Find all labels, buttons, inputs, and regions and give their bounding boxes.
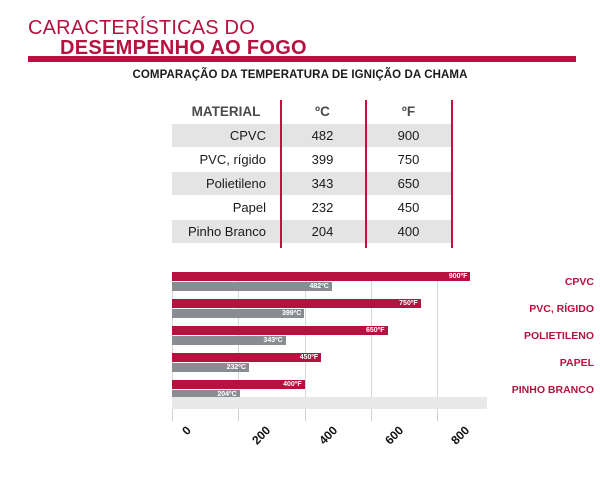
x-axis-tick-label: 800	[448, 423, 473, 448]
bar-fahrenheit: 900ºF	[172, 272, 471, 281]
bar-fahrenheit: 650ºF	[172, 326, 388, 335]
bar-celsius: 204ºC	[172, 390, 240, 399]
gridline	[370, 272, 372, 413]
cell-celsius: 399	[280, 147, 365, 172]
table-row: Papel 232 450	[172, 195, 452, 220]
cell-celsius: 343	[280, 171, 365, 196]
category-label: PAPEL	[559, 357, 594, 369]
bar-value-label: 232ºC	[226, 364, 246, 371]
header-title-line-1: CARACTERÍSTICAS DO	[28, 17, 255, 39]
bar-value-label: 482ºC	[309, 283, 329, 290]
table-row: Polietileno 343 650	[172, 171, 452, 196]
bar-fahrenheit: 400ºF	[172, 380, 305, 389]
bar-value-label: 399ºC	[282, 310, 302, 317]
ignition-temperature-bar-chart: 900ºF 482ºC 750ºF 399ºC 650ºF 343ºC 450ºF 232ºC…	[0, 262, 600, 494]
bar-group: 650ºF 343ºC	[172, 326, 487, 345]
bar-fahrenheit: 450ºF	[172, 353, 322, 362]
bar-celsius: 343ºC	[172, 336, 286, 345]
x-axis-tick	[437, 413, 439, 421]
section-title: COMPARAÇÃO DA TEMPERATURA DE IGNIÇÃO DA …	[132, 69, 468, 81]
table-row: PVC, rígido 399 750	[172, 147, 452, 172]
x-axis-tick-label: 600	[382, 423, 407, 448]
table-divider-2	[365, 100, 367, 248]
bar-celsius: 482ºC	[172, 282, 332, 291]
x-axis-tick-label: 400	[315, 423, 340, 448]
bar-value-label: 750ºF	[399, 300, 418, 307]
bar-fahrenheit: 750ºF	[172, 299, 421, 308]
cell-fahrenheit: 400	[365, 219, 452, 244]
cell-fahrenheit: 750	[365, 147, 452, 172]
cell-fahrenheit: 650	[365, 171, 452, 196]
table-divider-3	[451, 100, 453, 248]
bar-group: 450ºF 232ºC	[172, 353, 487, 372]
cell-material: Polietileno	[172, 171, 280, 196]
bar-value-label: 204ºC	[217, 391, 237, 398]
temperature-table: MATERIAL ºC ºF CPVC 482 900 PVC, rígido …	[172, 98, 452, 244]
cell-celsius: 482	[280, 124, 365, 148]
column-header-material: MATERIAL	[172, 98, 280, 124]
category-label: PINHO BRANCO	[511, 384, 594, 396]
gridline	[437, 272, 439, 413]
table-divider-1	[280, 100, 282, 248]
bar-value-label: 400ºF	[283, 381, 302, 388]
cell-material: Papel	[172, 195, 280, 220]
category-label: POLIETILENO	[523, 330, 594, 342]
x-axis-tick	[172, 413, 173, 421]
bar-value-label: 450ºF	[299, 354, 319, 361]
cell-celsius: 204	[280, 219, 365, 244]
column-header-celsius: ºC	[280, 98, 365, 124]
plot-area: 900ºF 482ºC 750ºF 399ºC 650ºF 343ºC 450ºF 232ºC…	[172, 272, 487, 413]
header-accent-rule	[28, 56, 576, 62]
bar-celsius: 399ºC	[172, 309, 305, 318]
cell-material: PVC, rígido	[172, 147, 280, 172]
plot-baseline-band	[172, 397, 487, 409]
category-label: PVC, RÍGIDO	[529, 303, 594, 315]
x-axis-tick-label: 200	[249, 423, 274, 448]
x-axis-tick	[238, 413, 240, 421]
bar-group: 900ºF 482ºC	[172, 272, 487, 291]
column-header-fahrenheit: ºF	[365, 98, 452, 124]
x-axis-tickmarks	[172, 413, 487, 421]
bar-celsius: 232ºC	[172, 363, 249, 372]
cell-fahrenheit: 450	[365, 195, 452, 220]
bar-value-label: 650ºF	[366, 327, 385, 334]
bar-value-label: 343ºC	[263, 337, 283, 344]
category-label: CPVC	[564, 276, 594, 288]
cell-fahrenheit: 900	[365, 124, 452, 148]
page-header: CARACTERÍSTICAS DO DESEMPENHO AO FOGO	[0, 0, 600, 62]
header-title-line-2: DESEMPENHO AO FOGO	[60, 37, 307, 59]
x-axis-tick	[304, 413, 306, 421]
table-row: CPVC 482 900	[172, 124, 452, 148]
bar-value-label: 900ºF	[448, 273, 468, 280]
table-header-row: MATERIAL ºC ºF	[172, 98, 452, 124]
x-axis-tick	[370, 413, 372, 421]
gridline	[304, 272, 306, 413]
x-axis-tick-label: 0	[179, 423, 194, 438]
table-row: Pinho Branco 204 400	[172, 219, 452, 244]
cell-material: CPVC	[172, 124, 280, 148]
bar-group: 400ºF 204ºC	[172, 380, 487, 399]
cell-material: Pinho Branco	[172, 219, 280, 244]
bar-group: 750ºF 399ºC	[172, 299, 487, 318]
cell-celsius: 232	[280, 195, 365, 220]
